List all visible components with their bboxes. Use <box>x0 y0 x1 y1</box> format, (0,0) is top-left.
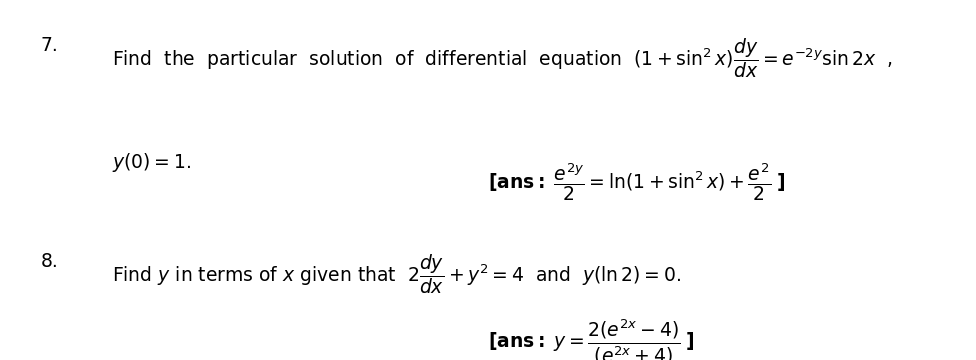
Text: Find $y$ in terms of $x$ given that  $2\dfrac{dy}{dx}+y^2=4$  and  $y(\ln 2)=0$.: Find $y$ in terms of $x$ given that $2\d… <box>112 252 681 296</box>
Text: $y(0)=1$.: $y(0)=1$. <box>112 151 191 174</box>
Text: 8.: 8. <box>41 252 59 271</box>
Text: 7.: 7. <box>41 36 59 55</box>
Text: $\mathbf{[ans:}\; y = \dfrac{2\left(e^{2x}-4\right)}{\left(e^{2x}+4\right)}\;\ma: $\mathbf{[ans:}\; y = \dfrac{2\left(e^{2… <box>488 317 695 360</box>
Text: Find  the  particular  solution  of  differential  equation  $(1+\sin^2 x)\dfrac: Find the particular solution of differen… <box>112 36 893 80</box>
Text: $\mathbf{[ans:}\; \dfrac{e^{2y}}{2} = \ln\!\left(1+\sin^2 x\right)+\dfrac{e^2}{2: $\mathbf{[ans:}\; \dfrac{e^{2y}}{2} = \l… <box>488 162 786 203</box>
